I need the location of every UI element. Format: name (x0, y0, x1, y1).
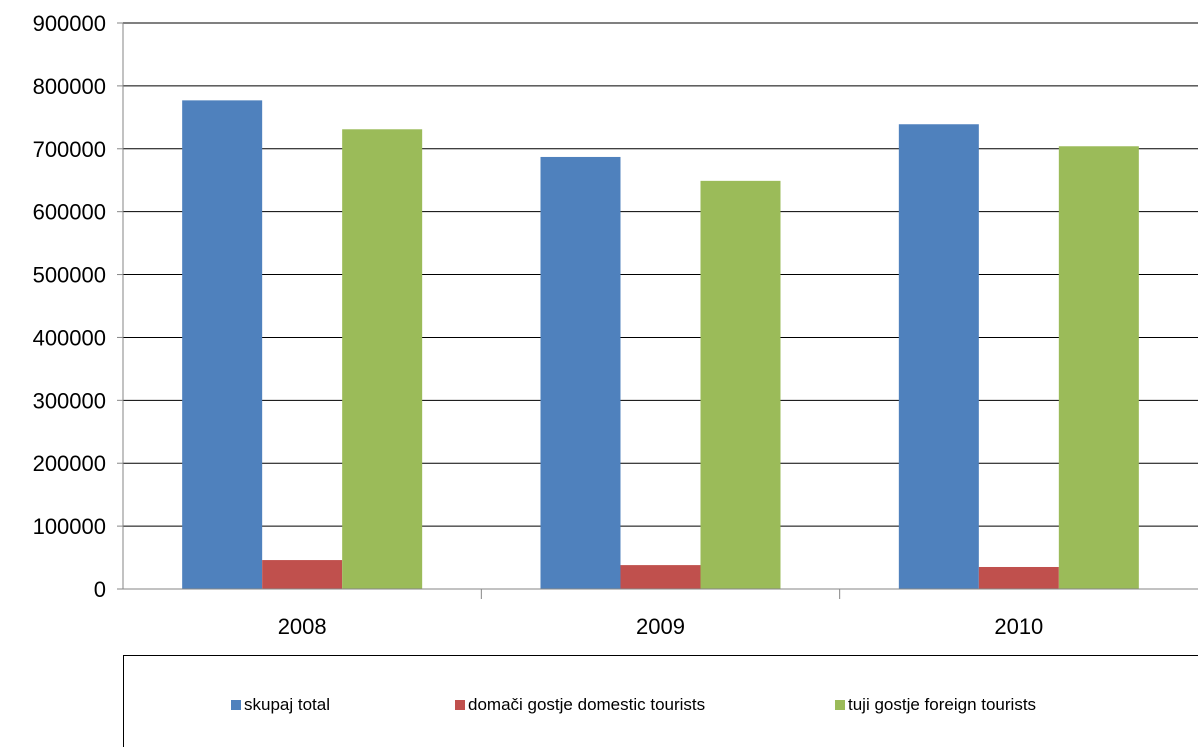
legend-swatch (835, 700, 845, 710)
bars (182, 100, 1139, 590)
legend-item: domači gostje domestic tourists (455, 695, 705, 715)
y-tick-label: 300000 (33, 388, 106, 413)
bar-2008-series-2 (342, 129, 423, 589)
x-tick-label: 2010 (994, 614, 1043, 639)
legend-item: skupaj total (231, 695, 330, 715)
legend-swatch (455, 700, 465, 710)
y-tick-label: 700000 (33, 137, 106, 162)
bar-2010-series-2 (1058, 146, 1139, 590)
y-tick-label: 400000 (33, 325, 106, 350)
bar-2008-series-1 (262, 560, 343, 589)
y-tick-label: 0 (94, 577, 106, 602)
legend-label: skupaj total (244, 695, 330, 714)
y-tick-label: 800000 (33, 74, 106, 99)
bar-chart: 0 100000 200000 300000 400000 500000 600000 700… (33, 11, 1198, 639)
x-axis-tick-labels: 2008 2009 2010 (278, 589, 1043, 639)
bar-2010-series-0 (898, 124, 979, 590)
bar-2009-series-1 (620, 565, 701, 589)
bar-2008-series-0 (182, 100, 263, 589)
bar-2009-series-0 (540, 156, 621, 589)
x-tick-label: 2008 (278, 614, 327, 639)
y-tick-label: 600000 (33, 200, 106, 225)
legend-label: domači gostje domestic tourists (468, 695, 706, 714)
y-tick-label: 900000 (33, 11, 106, 36)
y-axis-tick-labels: 0 100000 200000 300000 400000 500000 600000 700… (33, 11, 123, 602)
bar-2010-series-1 (978, 566, 1059, 589)
y-tick-label: 100000 (33, 514, 106, 539)
legend: skupaj total domači gostje domestic touri… (123, 655, 1198, 747)
y-tick-label: 200000 (33, 451, 106, 476)
x-tick-label: 2009 (636, 614, 685, 639)
gridlines (123, 22, 1198, 527)
y-tick-label: 500000 (33, 263, 106, 288)
legend-item: tuji gostje foreign tourists (835, 695, 1036, 715)
legend-swatch (231, 700, 241, 710)
legend-label: tuji gostje foreign tourists (848, 695, 1037, 714)
bar-2009-series-2 (700, 180, 781, 589)
